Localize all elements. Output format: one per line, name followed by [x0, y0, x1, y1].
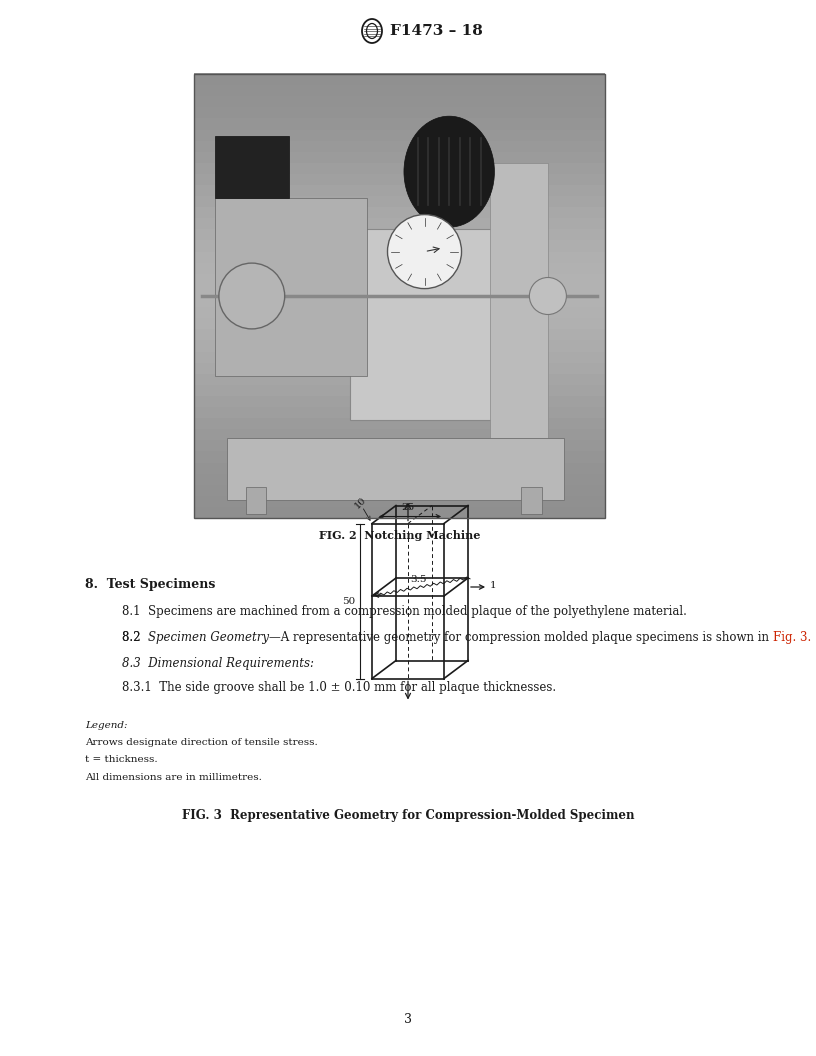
- Text: 8.2: 8.2: [122, 631, 148, 644]
- Bar: [194, 272, 605, 285]
- Bar: [194, 306, 605, 318]
- Ellipse shape: [404, 116, 494, 227]
- Bar: [194, 328, 605, 340]
- Text: Arrows designate direction of tensile stress.: Arrows designate direction of tensile st…: [85, 738, 317, 747]
- Circle shape: [219, 263, 285, 328]
- Text: 3.5: 3.5: [410, 576, 427, 584]
- Bar: [194, 317, 605, 329]
- Bar: [194, 417, 605, 429]
- Text: FIG. 2  Notching Machine: FIG. 2 Notching Machine: [319, 530, 481, 541]
- Text: 10: 10: [353, 495, 368, 510]
- Bar: [194, 473, 605, 485]
- Bar: [194, 295, 605, 307]
- Text: Legend:: Legend:: [85, 720, 127, 730]
- Bar: [194, 240, 605, 251]
- Bar: [521, 487, 542, 513]
- Bar: [194, 461, 605, 473]
- Bar: [194, 339, 605, 352]
- Text: 8.  Test Specimens: 8. Test Specimens: [85, 578, 215, 591]
- Bar: [194, 361, 605, 374]
- Bar: [194, 162, 605, 174]
- Bar: [194, 139, 605, 152]
- Bar: [194, 506, 605, 518]
- Bar: [194, 484, 605, 496]
- Circle shape: [530, 278, 566, 315]
- Text: 25: 25: [401, 504, 415, 512]
- Text: 8.2: 8.2: [122, 631, 148, 644]
- Text: 1: 1: [490, 581, 497, 589]
- Bar: [194, 73, 605, 86]
- Bar: [194, 228, 605, 241]
- Text: F1473 – 18: F1473 – 18: [390, 24, 483, 38]
- Bar: [215, 136, 289, 199]
- Bar: [246, 487, 266, 513]
- Bar: [194, 195, 605, 207]
- Text: 50: 50: [342, 597, 355, 605]
- Bar: [227, 438, 565, 501]
- Text: 8.3.1  The side groove shall be 1.0 ± 0.10 mm for all plaque thicknesses.: 8.3.1 The side groove shall be 1.0 ± 0.1…: [122, 681, 557, 695]
- Text: 8.3  Dimensional Requirements:: 8.3 Dimensional Requirements:: [122, 658, 314, 671]
- Bar: [194, 451, 605, 463]
- Circle shape: [388, 214, 462, 288]
- Bar: [194, 151, 605, 163]
- Bar: [194, 84, 605, 96]
- Bar: [194, 74, 605, 518]
- Bar: [215, 199, 367, 376]
- Bar: [194, 383, 605, 396]
- Bar: [351, 229, 543, 420]
- Text: Fig. 3.: Fig. 3.: [773, 631, 811, 644]
- Bar: [490, 163, 548, 451]
- Text: —A representative geometry for compression molded plaque specimens is shown in: —A representative geometry for compressi…: [269, 631, 773, 644]
- Bar: [194, 107, 605, 118]
- Bar: [194, 218, 605, 229]
- Text: 8.1  Specimens are machined from a compression molded plaque of the polyethylene: 8.1 Specimens are machined from a compre…: [122, 604, 687, 618]
- Text: Specimen Geometry: Specimen Geometry: [148, 631, 269, 644]
- Text: All dimensions are in millimetres.: All dimensions are in millimetres.: [85, 773, 262, 782]
- Bar: [194, 428, 605, 440]
- Bar: [194, 74, 605, 518]
- Bar: [194, 439, 605, 451]
- Bar: [194, 184, 605, 196]
- Bar: [194, 173, 605, 185]
- Bar: [194, 250, 605, 263]
- Bar: [194, 117, 605, 130]
- Text: FIG. 3  Representative Geometry for Compression-Molded Specimen: FIG. 3 Representative Geometry for Compr…: [182, 809, 634, 822]
- Bar: [194, 495, 605, 507]
- Bar: [194, 373, 605, 384]
- Bar: [194, 406, 605, 418]
- Text: 3: 3: [404, 1013, 412, 1026]
- Bar: [194, 206, 605, 219]
- Bar: [194, 262, 605, 274]
- Bar: [194, 395, 605, 407]
- Bar: [194, 129, 605, 140]
- Bar: [194, 95, 605, 108]
- Bar: [194, 351, 605, 362]
- Text: t = thickness.: t = thickness.: [85, 755, 157, 765]
- Bar: [194, 284, 605, 296]
